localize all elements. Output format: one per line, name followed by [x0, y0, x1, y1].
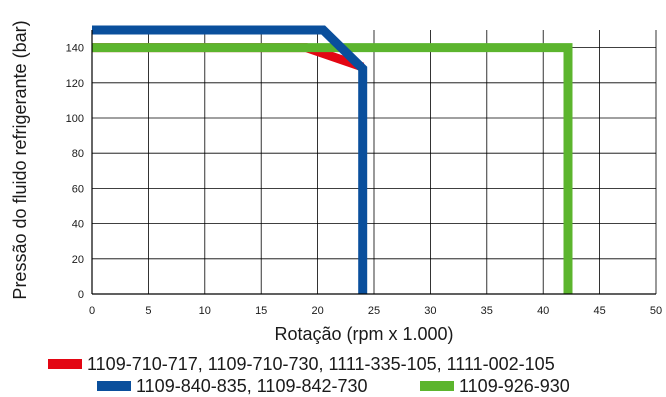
frame-layer [91, 30, 656, 295]
y-axis-title: Pressão do fluido refrigerante (bar) [10, 20, 30, 299]
x-tick-label: 10 [199, 305, 211, 317]
series-layer [92, 25, 573, 294]
legend-swatch [48, 359, 82, 369]
y-tick-label: 60 [72, 183, 84, 195]
y-tick-label: 40 [72, 219, 84, 231]
x-tick-label: 0 [89, 305, 95, 317]
legend: 1109-710-717, 1109-710-730, 1111-335-105… [48, 354, 570, 396]
x-axis-title: Rotação (rpm x 1.000) [274, 324, 453, 344]
y-tick-label: 120 [66, 78, 84, 90]
x-tick-label: 45 [593, 305, 605, 317]
series-line [92, 25, 368, 294]
x-tick-label: 30 [424, 305, 436, 317]
series-line [92, 43, 573, 294]
legend-label: 1109-710-717, 1109-710-730, 1111-335-105… [87, 354, 555, 374]
x-tick-label: 40 [537, 305, 549, 317]
legend-swatch [97, 381, 131, 391]
y-tick-label: 80 [72, 148, 84, 160]
y-tick-label: 20 [72, 254, 84, 266]
x-tick-label: 35 [481, 305, 493, 317]
x-tick-label: 25 [368, 305, 380, 317]
tick-layer: 0 5 10 15 20 25 30 35 40 45 50 0 20 40 60 80 100 120 140 [66, 43, 662, 317]
legend-label: 1109-926-930 [459, 376, 570, 396]
legend-swatch [420, 381, 454, 391]
x-tick-label: 5 [145, 305, 151, 317]
x-tick-label: 50 [650, 305, 662, 317]
y-tick-label: 0 [78, 289, 84, 301]
y-tick-label: 100 [66, 113, 84, 125]
x-tick-label: 20 [311, 305, 323, 317]
y-tick-label: 140 [66, 43, 84, 55]
legend-label: 1109-840-835, 1109-842-730 [136, 376, 368, 396]
x-tick-label: 15 [255, 305, 267, 317]
